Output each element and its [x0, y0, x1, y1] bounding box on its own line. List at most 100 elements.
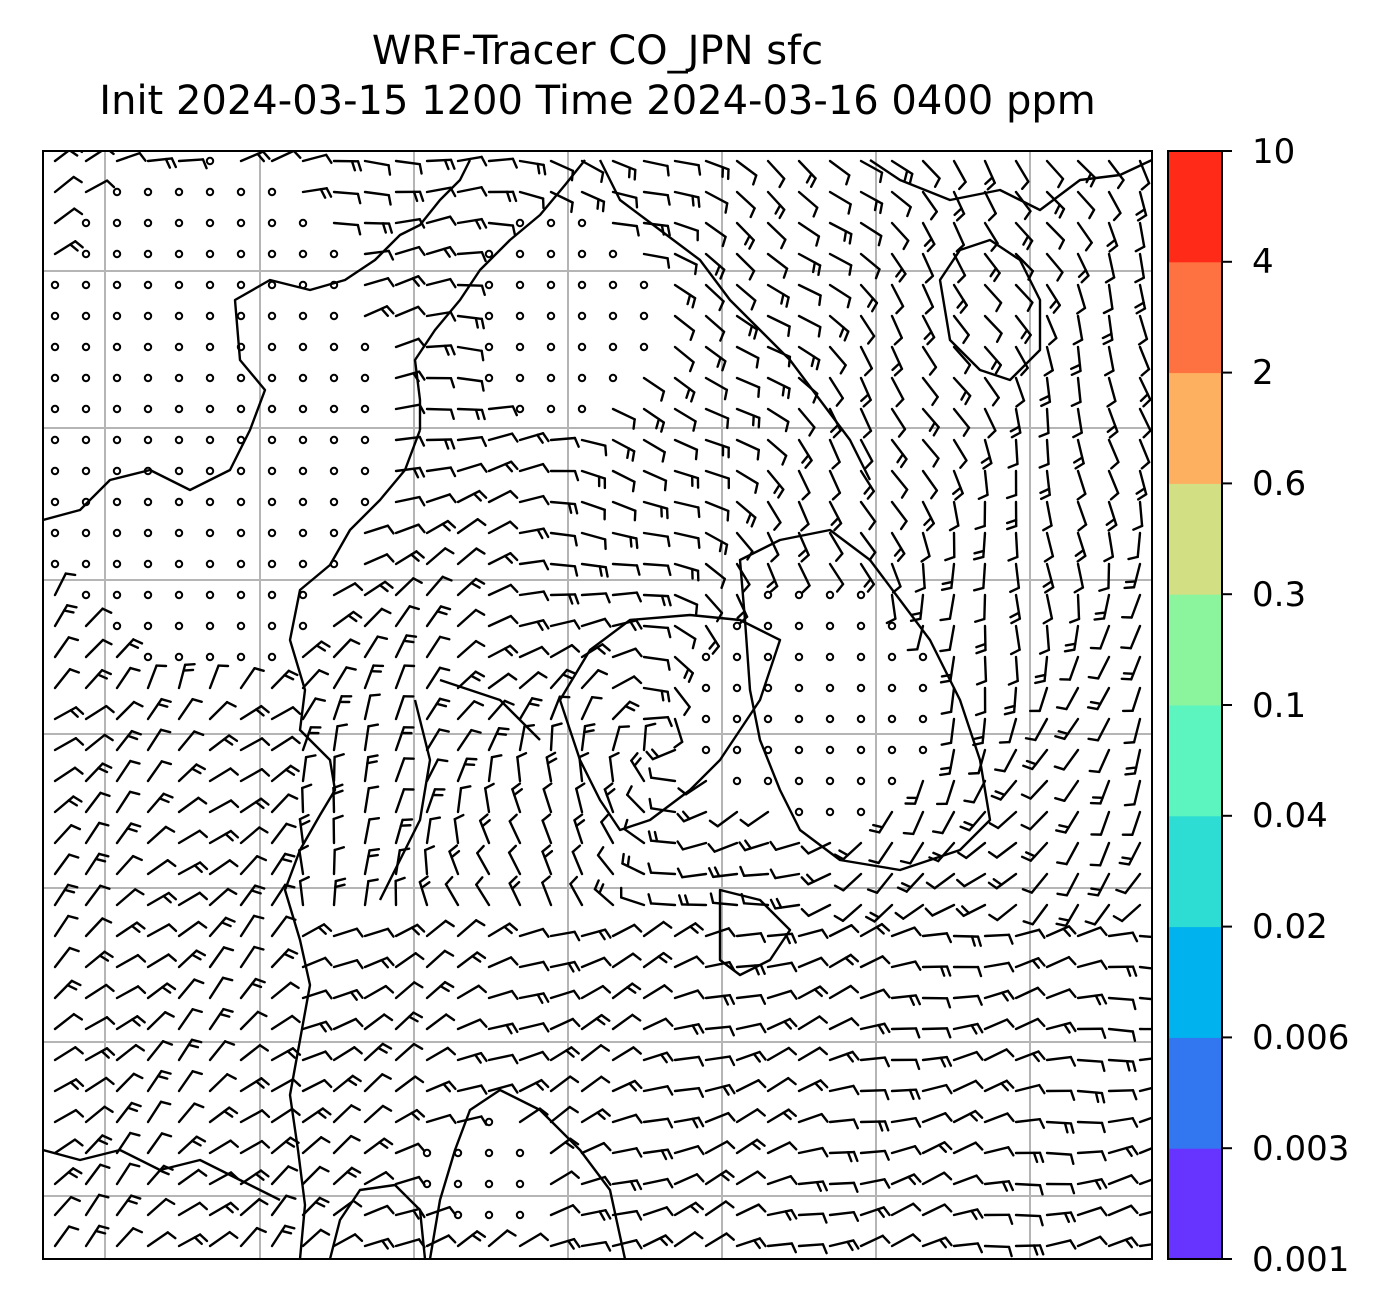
calm-wind-marker — [856, 621, 866, 631]
wind-barb — [53, 1138, 84, 1155]
wind-barb — [1107, 1117, 1139, 1128]
calm-wind-marker — [112, 435, 122, 445]
wind-barb — [239, 855, 268, 876]
wind-barb — [239, 704, 270, 721]
wind-barb — [363, 159, 392, 176]
calm-wind-marker — [50, 342, 60, 352]
wind-barb — [828, 376, 845, 407]
wind-barb — [332, 814, 344, 845]
wind-barb — [921, 469, 939, 500]
wind-barb — [647, 830, 677, 845]
wind-barb — [1009, 562, 1021, 594]
wind-barb — [239, 768, 271, 783]
calm-wind-marker — [918, 683, 928, 693]
wind-barb — [735, 500, 757, 528]
wind-barb — [301, 1050, 333, 1062]
wind-barb — [766, 1141, 798, 1155]
wind-barb — [611, 1147, 643, 1158]
wind-barb — [1138, 996, 1152, 1001]
wind-barb — [177, 1070, 203, 1093]
wind-barb — [928, 841, 956, 863]
wind-barb — [952, 1022, 984, 1035]
calm-wind-marker — [267, 528, 277, 538]
wind-barb — [425, 376, 456, 389]
wind-barb — [456, 376, 485, 392]
wind-barb — [425, 697, 451, 721]
wind-barb — [511, 782, 524, 814]
wind-barb — [1020, 810, 1049, 831]
wind-barb — [859, 469, 876, 500]
wind-barb — [704, 1200, 735, 1217]
wind-barb — [84, 733, 114, 752]
colorbar-segment — [1168, 1037, 1222, 1149]
wind-barb — [177, 861, 209, 876]
wind-barb — [332, 1017, 364, 1031]
wind-barb — [425, 277, 457, 289]
wind-barb — [952, 1208, 984, 1221]
wind-barb — [549, 159, 575, 182]
wind-barb — [146, 664, 168, 690]
wind-barb — [704, 407, 730, 430]
calm-wind-marker — [732, 776, 742, 786]
calm-wind-marker — [112, 528, 122, 538]
calm-wind-marker — [143, 280, 153, 290]
wind-barb — [1089, 624, 1111, 650]
calm-wind-marker — [546, 342, 556, 352]
wind-barb — [983, 407, 997, 439]
wind-barb — [53, 636, 80, 659]
wind-barb — [239, 826, 269, 845]
wind-barb — [642, 1234, 674, 1248]
calm-wind-marker — [236, 249, 246, 259]
wind-barb — [394, 550, 425, 566]
wind-barb — [642, 984, 673, 1000]
wind-barb — [766, 1017, 798, 1031]
wind-barb — [298, 813, 311, 845]
wind-barb — [797, 221, 821, 247]
wind-barb — [208, 887, 238, 907]
wind-barb — [115, 666, 141, 690]
wind-barb — [1020, 841, 1049, 862]
wind-barb — [456, 577, 486, 597]
wind-barb — [828, 1084, 860, 1096]
wind-barb — [208, 829, 240, 845]
wind-barb — [518, 1078, 550, 1093]
wind-barb — [921, 1141, 953, 1155]
wind-barb — [208, 1040, 236, 1062]
calm-wind-marker — [267, 311, 277, 321]
wind-barb — [363, 785, 380, 814]
wind-barb — [959, 810, 987, 832]
wind-barb — [859, 221, 883, 247]
calm-wind-marker — [236, 559, 246, 569]
wind-barb — [1138, 1210, 1152, 1217]
calm-wind-marker — [298, 280, 308, 290]
calm-wind-marker — [174, 311, 184, 321]
calm-wind-marker — [577, 218, 587, 228]
wind-barb — [541, 844, 554, 876]
wind-barb — [1056, 841, 1080, 866]
wind-barb — [642, 920, 673, 938]
calm-wind-marker — [608, 342, 618, 352]
wind-barb — [363, 754, 379, 783]
wind-barb — [301, 1228, 331, 1248]
wind-barb — [952, 283, 969, 314]
wind-barb — [549, 722, 563, 752]
calm-wind-marker — [484, 311, 494, 321]
calm-wind-marker — [267, 404, 277, 414]
wind-barb — [1045, 283, 1062, 314]
wind-barb — [1005, 500, 1018, 531]
wind-barb — [1134, 252, 1146, 284]
wind-barb — [549, 1017, 581, 1031]
wind-barb — [1107, 1174, 1139, 1186]
calm-wind-marker — [794, 745, 804, 755]
map-frame — [42, 150, 1153, 1260]
wind-barb — [828, 500, 843, 532]
wind-barb — [952, 994, 983, 1006]
calm-wind-marker — [515, 342, 525, 352]
wind-barb — [673, 376, 696, 403]
wind-barb — [708, 810, 739, 828]
wind-barb — [1112, 903, 1142, 923]
wind-barb — [766, 221, 787, 250]
wind-barb — [983, 1112, 1015, 1124]
wind-barb — [425, 1080, 457, 1093]
calm-wind-marker — [267, 218, 277, 228]
